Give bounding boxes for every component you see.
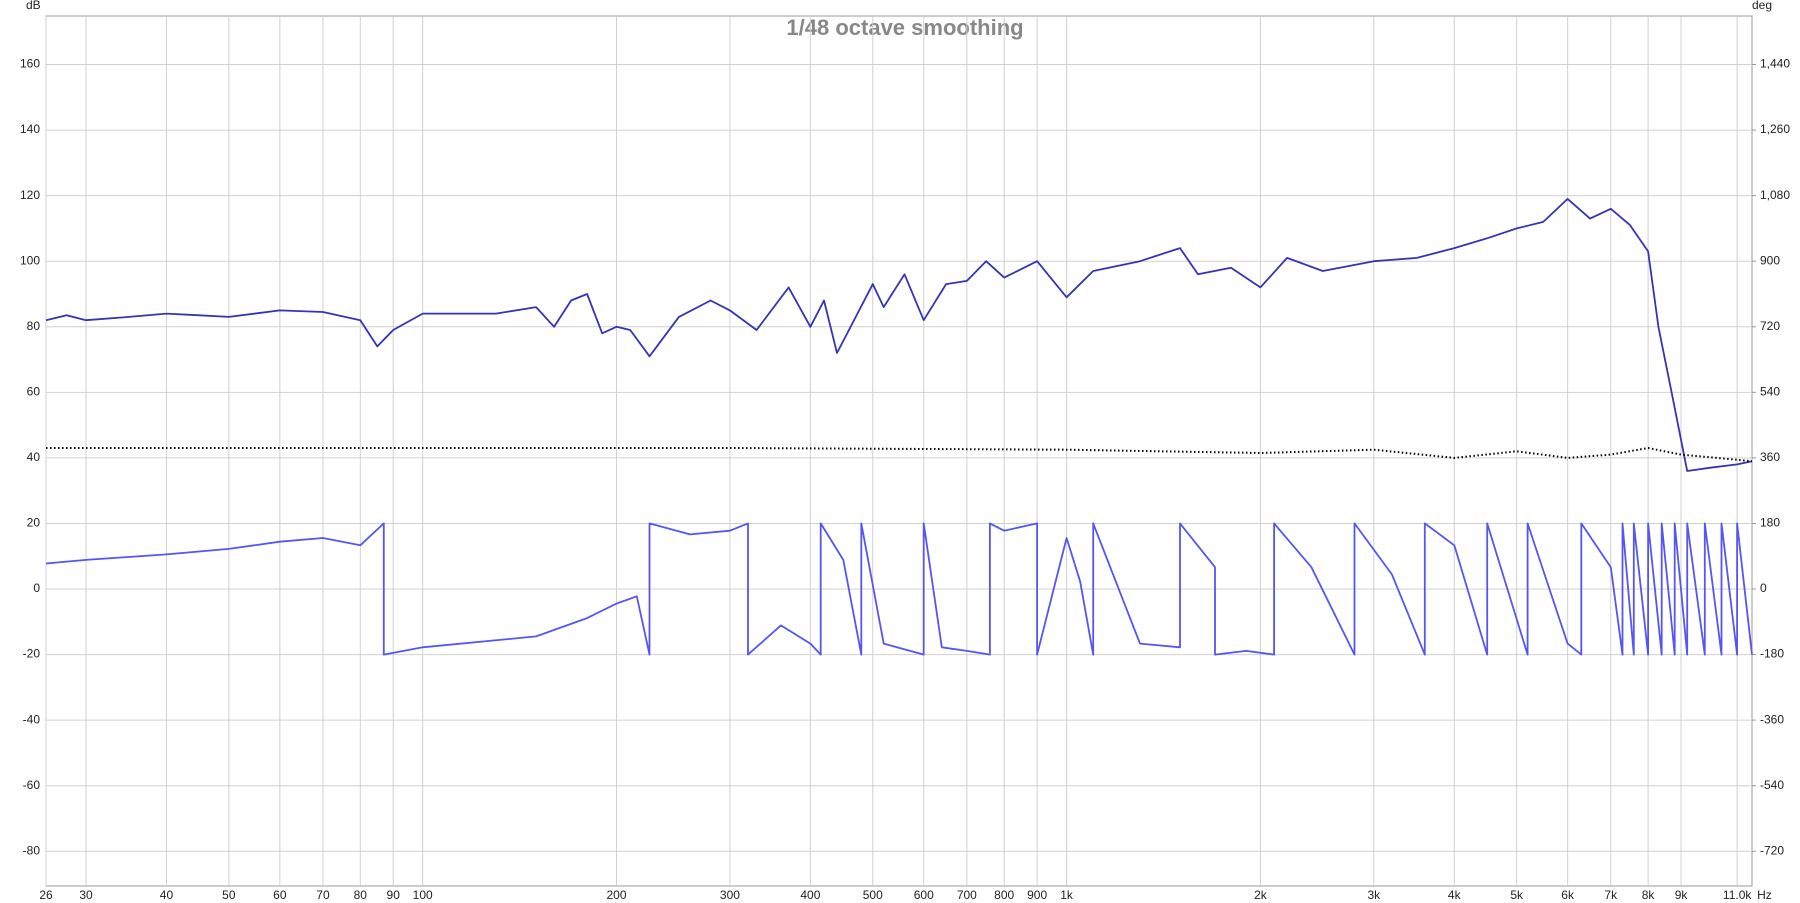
x-tick-label: 1k xyxy=(1060,888,1074,902)
x-tick-label: 70 xyxy=(316,888,330,902)
y2-tick-label: -180 xyxy=(1760,647,1784,661)
x-tick-label: 40 xyxy=(160,888,174,902)
y2-tick-label: 1,440 xyxy=(1760,57,1790,71)
x-tick-label: 80 xyxy=(354,888,368,902)
series-line xyxy=(45,197,1753,472)
y2-tick-label: 180 xyxy=(1760,516,1780,530)
y-tick-label: 20 xyxy=(27,516,41,530)
y-tick-label: -80 xyxy=(23,843,41,857)
x-axis-label: Hz xyxy=(1757,888,1772,902)
y2-tick-label: -540 xyxy=(1760,778,1784,792)
y2-tick-label: 1,260 xyxy=(1760,122,1790,136)
y2-tick-label: 720 xyxy=(1760,319,1780,333)
y2-tick-label: 0 xyxy=(1760,581,1767,595)
y-tick-label: 0 xyxy=(33,581,40,595)
x-tick-label: 7k xyxy=(1604,888,1618,902)
x-tick-label: 30 xyxy=(79,888,93,902)
y2-axis-label: deg xyxy=(1752,0,1772,12)
y-tick-label: 60 xyxy=(27,384,41,398)
y-tick-label: 120 xyxy=(20,188,40,202)
x-tick-label: 500 xyxy=(863,888,883,902)
y-tick-label: -40 xyxy=(23,712,41,726)
x-tick-label: 3k xyxy=(1367,888,1381,902)
x-tick-label: 300 xyxy=(720,888,740,902)
x-tick-label: 100 xyxy=(413,888,433,902)
x-tick-label: 50 xyxy=(222,888,236,902)
x-tick-label: 700 xyxy=(957,888,977,902)
y2-tick-label: -720 xyxy=(1760,843,1784,857)
y2-tick-label: 1,080 xyxy=(1760,188,1790,202)
y2-tick-label: -360 xyxy=(1760,712,1784,726)
y2-tick-label: 900 xyxy=(1760,253,1780,267)
y-tick-label: -60 xyxy=(23,778,41,792)
x-tick-label: 26 xyxy=(39,888,53,902)
x-tick-label: 8k xyxy=(1642,888,1656,902)
x-tick-label: 600 xyxy=(914,888,934,902)
series-line xyxy=(45,522,1753,656)
y-tick-label: -20 xyxy=(23,647,41,661)
chart-title: 1/48 octave smoothing xyxy=(786,15,1023,40)
y-tick-label: 40 xyxy=(27,450,41,464)
x-tick-label: 4k xyxy=(1448,888,1462,902)
y-tick-label: 80 xyxy=(27,319,41,333)
y-tick-label: 100 xyxy=(20,253,40,267)
x-tick-label: 90 xyxy=(387,888,401,902)
x-tick-label: 200 xyxy=(607,888,627,902)
x-tick-label: 9k xyxy=(1675,888,1689,902)
x-tick-label: 800 xyxy=(994,888,1014,902)
x-tick-label: 6k xyxy=(1561,888,1575,902)
y-axis-label: dB xyxy=(26,0,41,12)
y2-tick-label: 540 xyxy=(1760,384,1780,398)
x-tick-label: 60 xyxy=(273,888,287,902)
x-tick-label: 900 xyxy=(1027,888,1047,902)
x-tick-label: 5k xyxy=(1510,888,1524,902)
y2-tick-label: 360 xyxy=(1760,450,1780,464)
series-line xyxy=(46,447,1753,463)
y-tick-label: 160 xyxy=(20,57,40,71)
plot-area xyxy=(45,15,1753,887)
y-tick-label: 140 xyxy=(20,122,40,136)
x-tick-label: 400 xyxy=(800,888,820,902)
x-tick-label: 11.0k xyxy=(1723,888,1752,902)
x-tick-label: 2k xyxy=(1254,888,1268,902)
